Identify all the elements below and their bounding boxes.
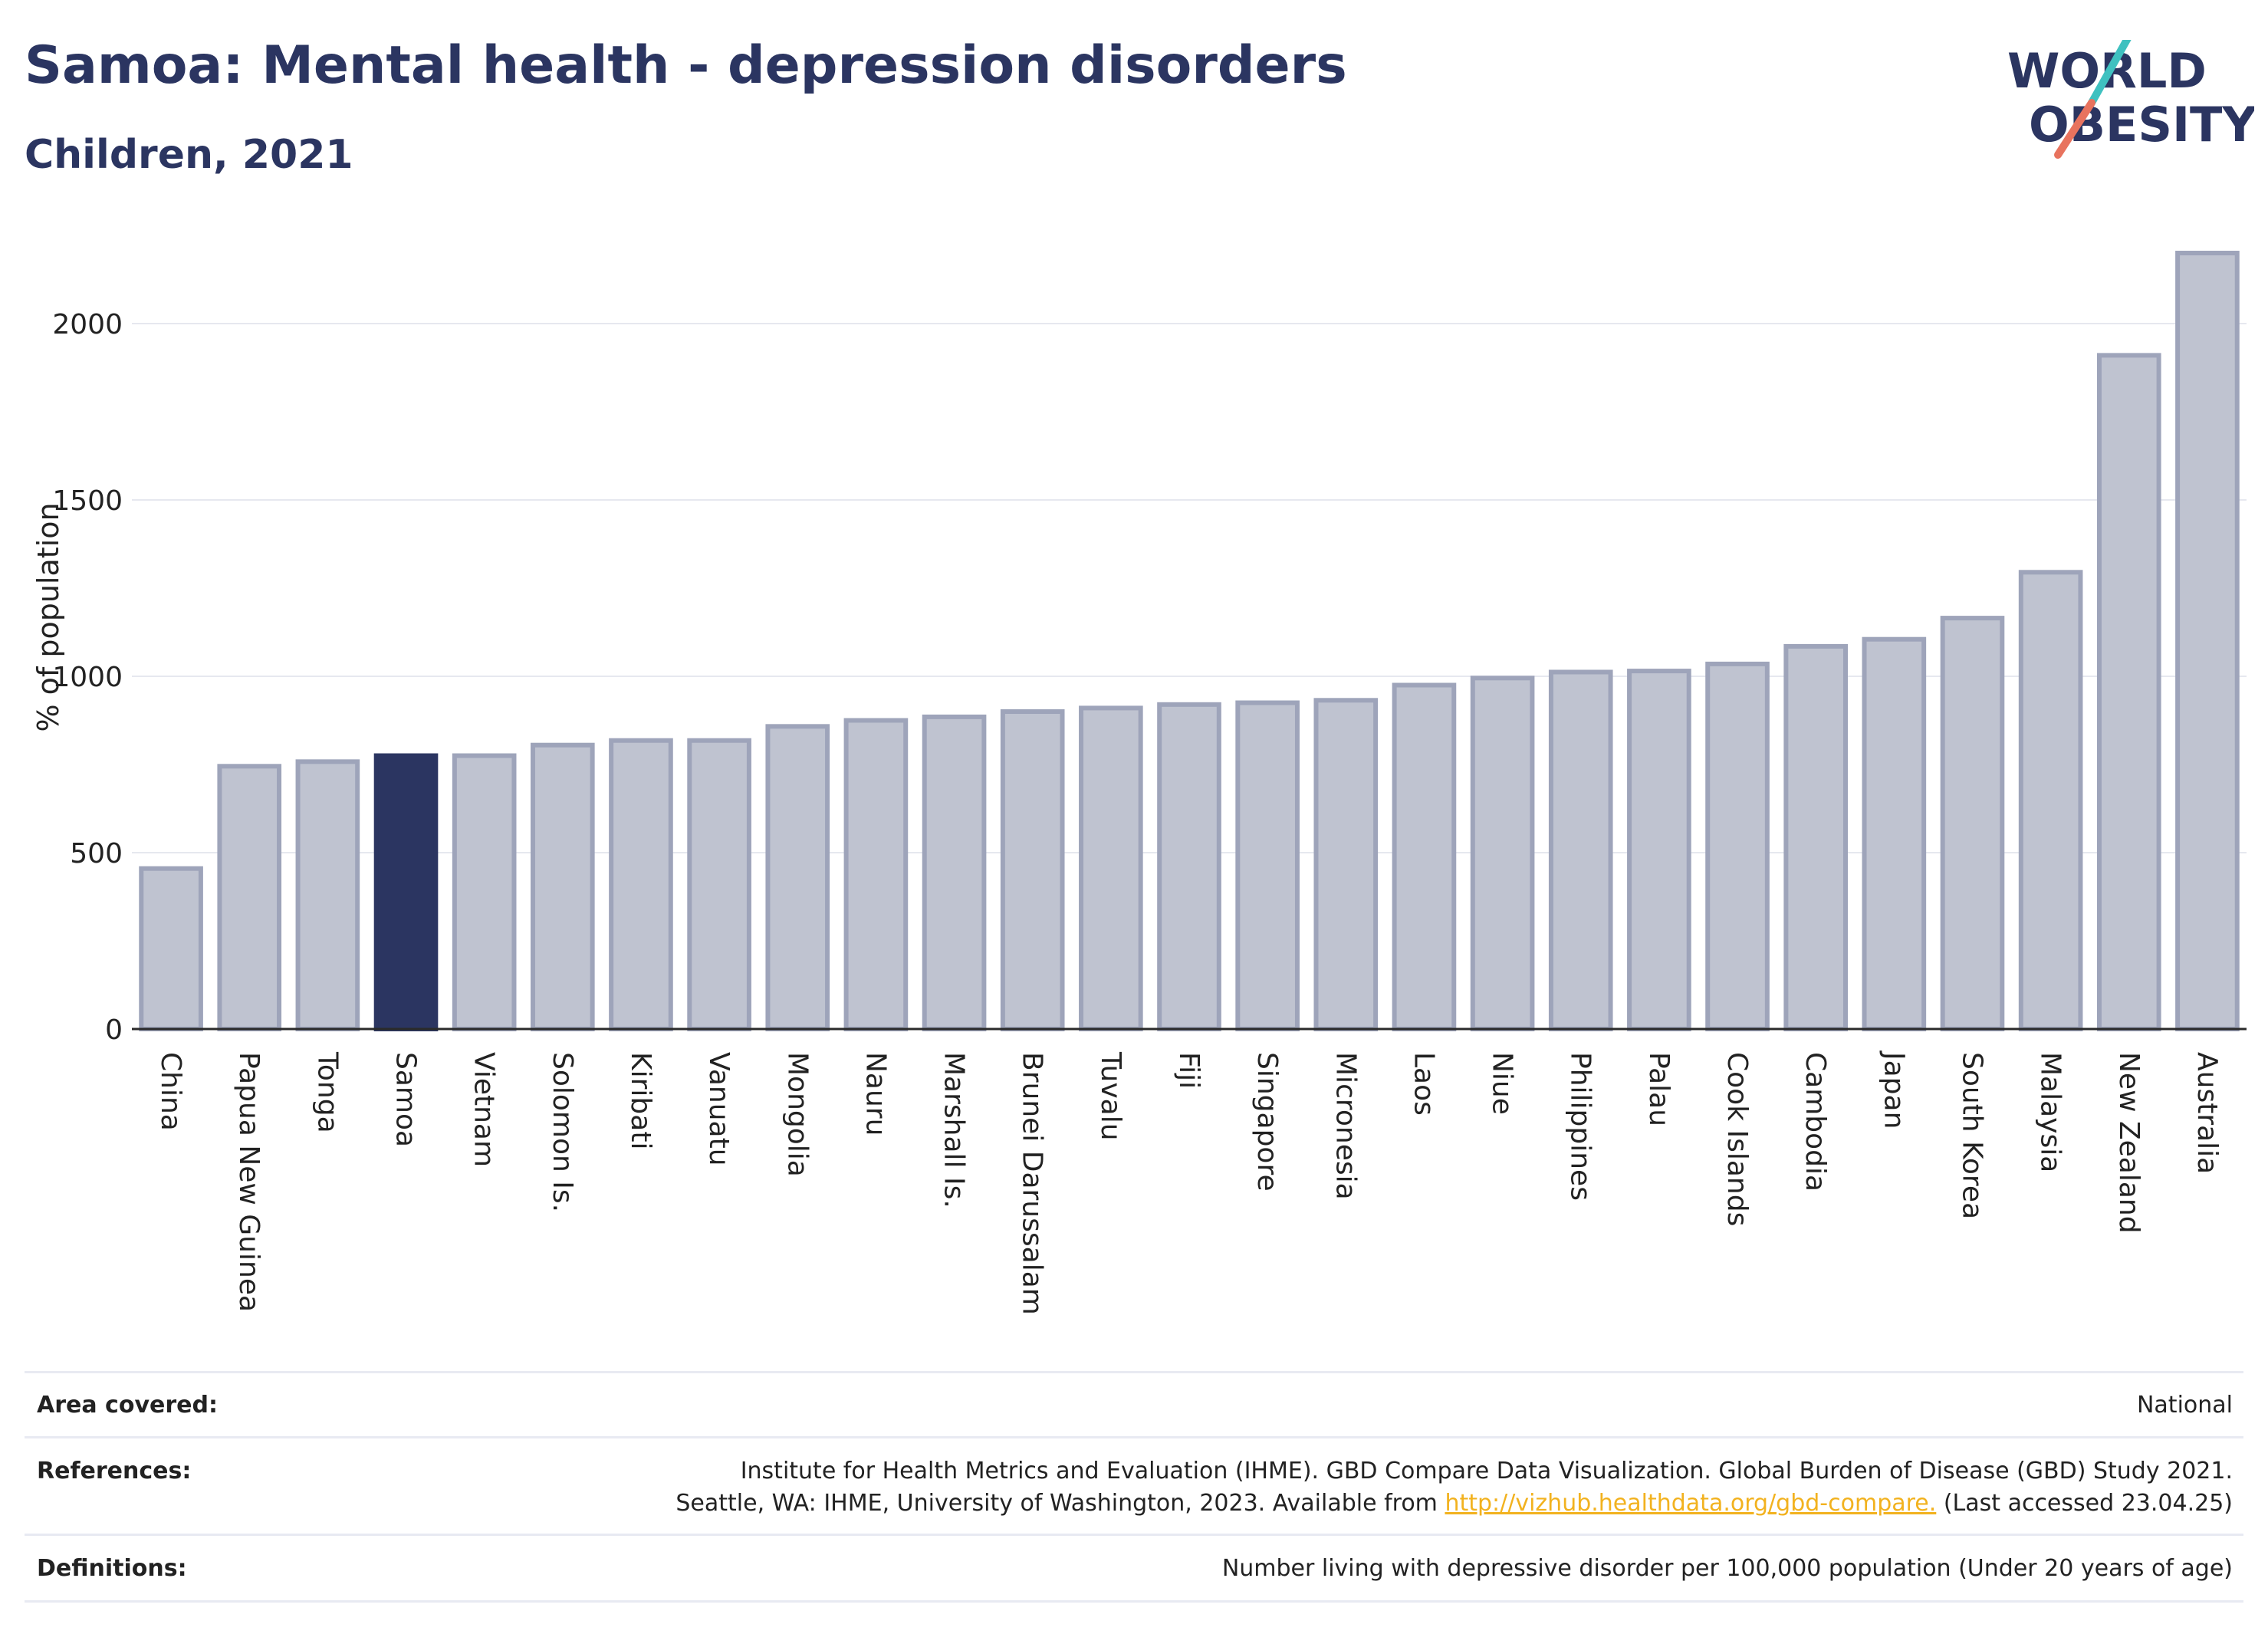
references-line1: Institute for Health Metrics and Evaluat… [740, 1458, 2233, 1484]
x-category-label: Solomon Is. [547, 1052, 578, 1212]
bar-micronesia [1313, 698, 1379, 1032]
bar-palau [1627, 669, 1691, 1031]
references-link[interactable]: http://vizhub.healthdata.org/gbd-compare… [1445, 1490, 1937, 1517]
area-value: National [2136, 1391, 2233, 1419]
footer-table: Area covered: National References: Insti… [25, 1371, 2243, 1603]
x-category-label: Cambodia [1800, 1052, 1831, 1192]
x-category-label: Papua New Guinea [233, 1052, 265, 1312]
references-label: References: [37, 1458, 192, 1484]
bar-solomon-is- [530, 742, 595, 1031]
bar-niue [1470, 676, 1535, 1031]
bar-japan [1862, 636, 1927, 1031]
bar-australia [2175, 251, 2240, 1031]
page-title: Samoa: Mental health - depression disord… [25, 35, 1347, 96]
x-category-label: Marshall Is. [938, 1052, 970, 1208]
y-tick-labels: 0 500 1000 1500 2000 [52, 309, 123, 1046]
footer-row-area: Area covered: National [25, 1371, 2243, 1436]
logo-slash-coral [2054, 99, 2095, 159]
y-tick-label: 1000 [52, 662, 123, 693]
x-category-label: Malaysia [2035, 1052, 2066, 1172]
x-category-label: Samoa [390, 1052, 422, 1147]
bar-new-zealand [2096, 353, 2161, 1031]
x-category-label: Fiji [1173, 1052, 1205, 1089]
references-line2: Seattle, WA: IHME, University of Washing… [675, 1488, 2233, 1520]
bar-marshall-is- [922, 714, 987, 1032]
x-category-labels: China Papua New Guinea Tonga Samoa Vietnam So… [155, 1050, 2223, 1315]
x-category-label: Kiribati [625, 1052, 656, 1149]
references-line2-pre: Seattle, WA: IHME, University of Washing… [675, 1490, 1445, 1517]
bar-kiribati [609, 738, 673, 1031]
x-category-label: Tuvalu [1095, 1051, 1126, 1141]
bar-mongolia [765, 724, 830, 1031]
bar-tonga [295, 759, 360, 1031]
x-category-label: Australia [2191, 1052, 2223, 1174]
bar-china [139, 866, 203, 1031]
x-category-label: Laos [1408, 1052, 1439, 1116]
x-category-label: Cook Islands [1721, 1052, 1753, 1226]
bar-brunei-darussalam [1000, 709, 1065, 1031]
page-subtitle: Children, 2021 [25, 132, 353, 178]
references-line2-post: (Last accessed 23.04.25) [1936, 1490, 2233, 1517]
x-category-label: Philippines [1565, 1052, 1596, 1201]
bar-vanuatu [687, 738, 751, 1031]
x-category-label: Brunei Darussalam [1017, 1052, 1048, 1315]
world-obesity-logo: WORLD OBESITY [2007, 40, 2254, 159]
y-tick-label: 0 [105, 1014, 123, 1046]
x-category-label: Tonga [311, 1051, 343, 1133]
area-label: Area covered: [37, 1391, 218, 1419]
references-value: Institute for Health Metrics and Evaluat… [675, 1438, 2243, 1520]
footer-row-references: References: Institute for Health Metrics… [25, 1436, 2243, 1534]
footer-row-definitions: Definitions: Number living with depressi… [25, 1534, 2243, 1603]
bar-tuvalu [1079, 705, 1143, 1032]
x-category-label: South Korea [1956, 1052, 1987, 1219]
y-tick-label: 2000 [52, 309, 123, 340]
bar-fiji [1157, 702, 1221, 1031]
bar-cambodia [1783, 643, 1849, 1032]
x-category-label: Japan [1878, 1050, 1909, 1129]
bar-samoa [373, 753, 439, 1031]
x-category-label: Vanuatu [703, 1052, 735, 1166]
x-category-label: Niue [1487, 1052, 1518, 1115]
definitions-label: Definitions: [37, 1554, 187, 1582]
y-tick-label: 1500 [52, 485, 123, 517]
x-category-label: Palau [1643, 1052, 1675, 1126]
definitions-value: Number living with depressive disorder p… [1221, 1554, 2233, 1582]
bar-malaysia [2018, 570, 2083, 1031]
bar-south-korea [1940, 616, 2005, 1031]
x-category-label: Mongolia [781, 1052, 813, 1177]
x-category-label: Vietnam [468, 1052, 500, 1167]
logo-slash-teal [2088, 40, 2132, 107]
y-tick-label: 500 [70, 838, 123, 870]
bar-singapore [1235, 700, 1300, 1031]
bar-nauru [843, 718, 909, 1031]
x-category-label: Nauru [860, 1052, 891, 1136]
bar-chart: 0 500 1000 1500 2000 China Papua New Guinea To… [31, 251, 2247, 1315]
bar-cook-islands [1705, 661, 1770, 1032]
bar-papua-new-guinea [217, 764, 282, 1031]
bars [139, 251, 2240, 1032]
x-category-label: Singapore [1251, 1052, 1283, 1192]
x-category-label: New Zealand [2113, 1052, 2145, 1234]
bar-vietnam [452, 753, 517, 1031]
x-category-label: China [155, 1052, 186, 1131]
x-category-label: Micronesia [1330, 1052, 1361, 1200]
bar-philippines [1548, 669, 1613, 1031]
bar-laos [1392, 682, 1457, 1031]
y-axis-label: % of population [31, 502, 65, 732]
